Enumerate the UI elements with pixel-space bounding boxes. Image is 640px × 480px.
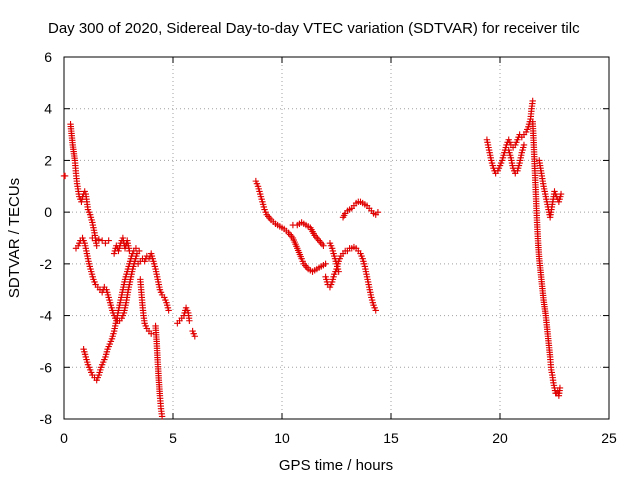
data-point-arc-b xyxy=(136,247,143,255)
y-tick-label: 0 xyxy=(44,204,52,220)
data-point-arc-m xyxy=(372,307,379,314)
chart-title: Day 300 of 2020, Sidereal Day-to-day VTE… xyxy=(48,20,580,37)
data-point-arc-j xyxy=(191,333,198,340)
x-tick-label: 0 xyxy=(60,430,68,446)
data-point-arc-q xyxy=(520,141,528,149)
data-point-arc-g xyxy=(148,330,155,337)
data-point-arc-c xyxy=(98,237,106,244)
y-tick-label: -8 xyxy=(40,411,53,427)
data-point-arc-e xyxy=(126,247,133,255)
x-axis: 0 5 10 15 20 25 xyxy=(60,57,617,446)
data-point-arc-c xyxy=(105,237,112,244)
y-tick-label: -6 xyxy=(40,359,53,375)
data-point-arc-t xyxy=(61,172,69,180)
data-point-arc-s xyxy=(557,190,565,198)
x-tick-label: 20 xyxy=(492,430,508,446)
data-point-arc-a xyxy=(93,242,100,249)
data-point-arc-n xyxy=(335,268,342,275)
x-tick-label: 15 xyxy=(383,430,399,446)
data-point-arc-c xyxy=(89,234,96,242)
plot-frame xyxy=(63,56,610,420)
y-tick-label: -2 xyxy=(40,256,53,272)
data-point-arc-c xyxy=(95,236,103,243)
data-point-arc-c xyxy=(92,237,99,244)
data-point-arc-o xyxy=(374,208,382,216)
y-tick-label: 4 xyxy=(44,101,52,117)
data-point-arc-c xyxy=(102,239,109,247)
data-point-arc-r xyxy=(556,384,564,392)
data-point-arc-k xyxy=(322,260,329,268)
grid xyxy=(64,57,609,419)
data-point-arc-h xyxy=(158,413,166,420)
x-tick-label: 25 xyxy=(601,430,617,446)
data-point-arc-l xyxy=(320,242,327,249)
y-tick-label: 2 xyxy=(44,152,52,168)
x-tick-label: 5 xyxy=(169,430,177,446)
y-tick-label: -4 xyxy=(40,308,53,324)
data-point-arc-p xyxy=(529,97,536,105)
x-tick-label: 10 xyxy=(274,430,290,446)
data-point-arc-f xyxy=(165,307,172,314)
data-points xyxy=(60,97,565,420)
y-tick-label: 6 xyxy=(44,49,52,65)
data-point-arc-i xyxy=(186,317,193,324)
y-axis-label: SDTVAR / TECUs xyxy=(6,178,23,298)
data-point-arc-d xyxy=(132,245,140,252)
x-axis-label: GPS time / hours xyxy=(279,457,393,474)
y-axis: -8 -6 -4 -2 0 2 4 6 xyxy=(40,49,609,427)
